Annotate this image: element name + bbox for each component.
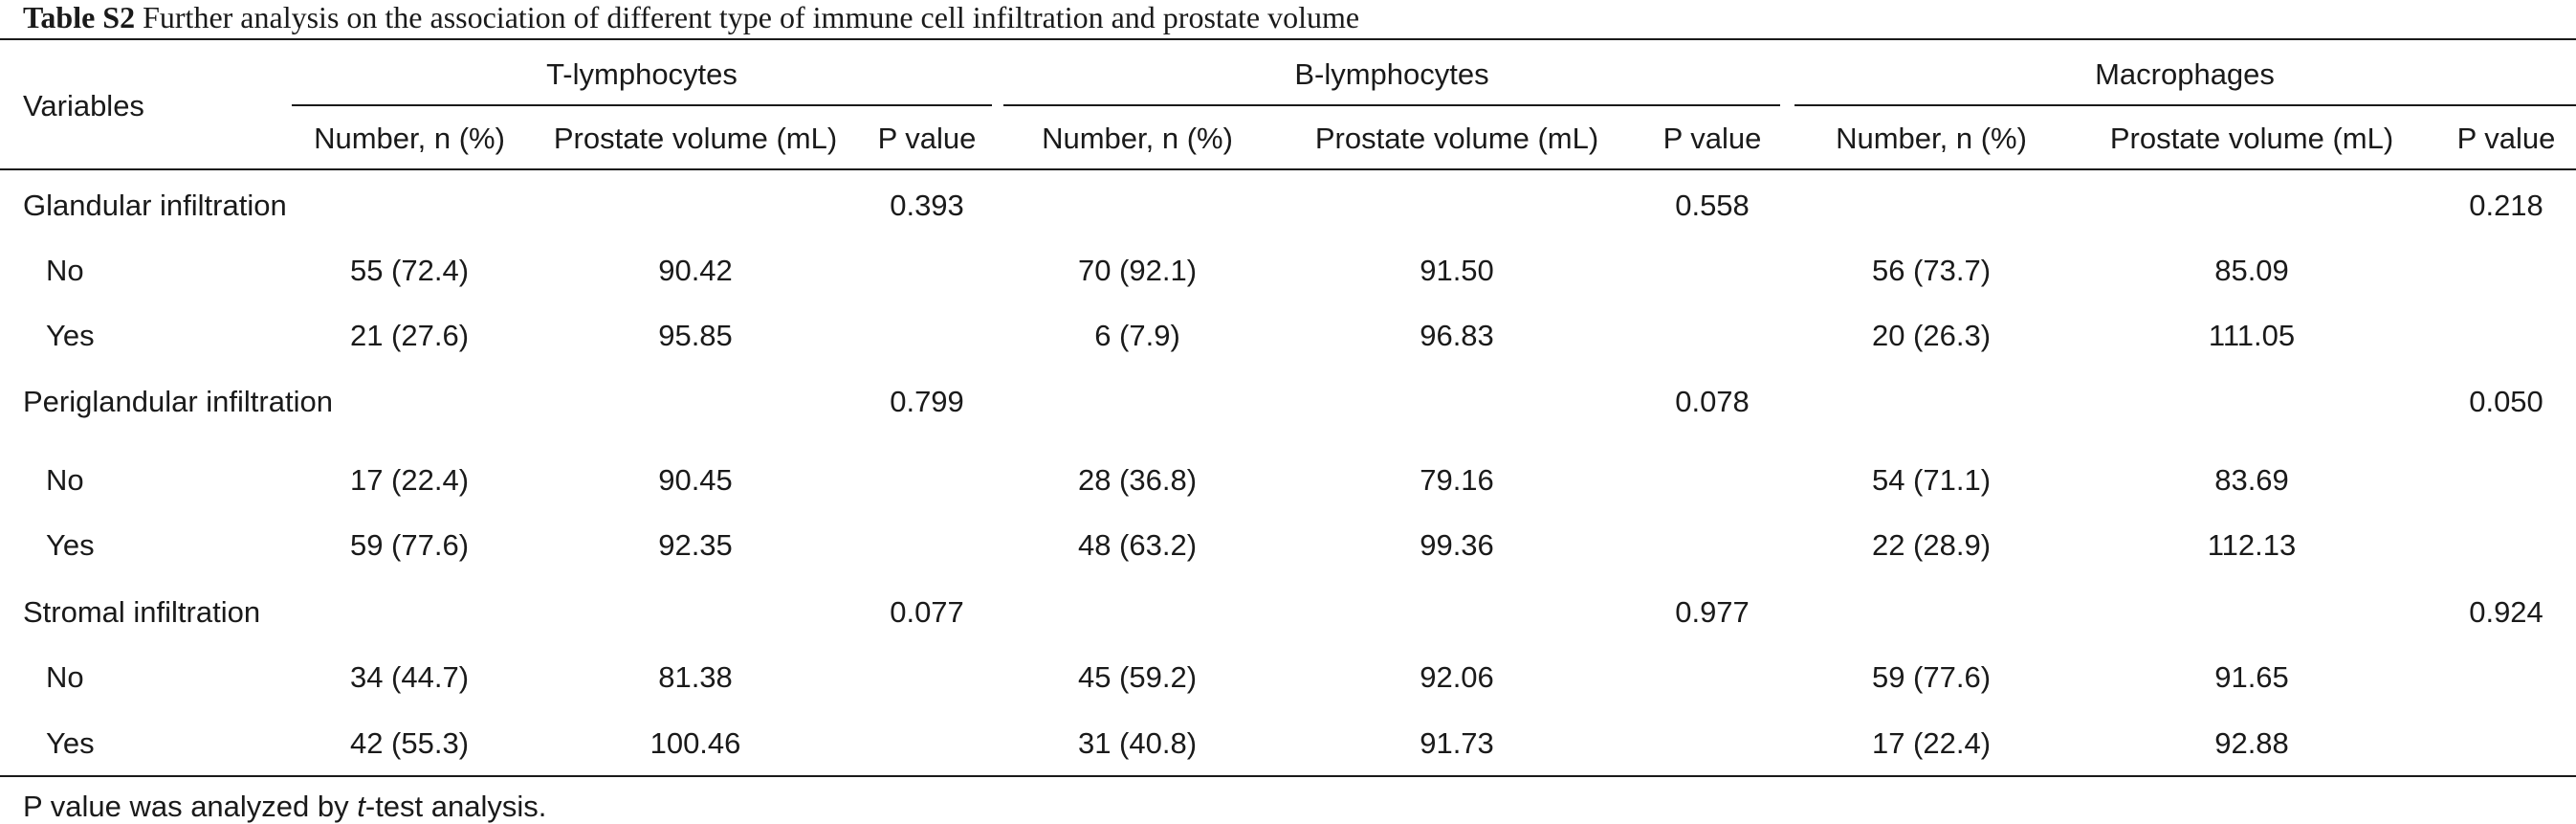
header-group-t-lymphocytes: T-lymphocytes [546, 57, 738, 91]
cell-volume-m: 111.05 [2208, 319, 2296, 352]
table-footnote: P value was analyzed by t-test analysis. [23, 788, 546, 824]
cell-number-t: 34 (44.7) [349, 660, 470, 694]
top-rule [0, 38, 2576, 40]
cell-number-m: 20 (26.3) [1871, 319, 1992, 352]
header-volume-m: Prostate volume (mL) [2109, 122, 2394, 155]
p-value-m: 0.050 [2469, 385, 2543, 418]
p-value-m: 0.924 [2469, 595, 2543, 629]
cell-volume-m: 112.13 [2207, 528, 2297, 562]
cell-volume-b: 96.83 [1420, 319, 1494, 352]
cell-number-b: 48 (63.2) [1077, 528, 1198, 562]
cell-number-b: 28 (36.8) [1077, 463, 1198, 497]
p-value-t: 0.077 [890, 595, 964, 629]
header-p-t: P value [877, 122, 977, 155]
cell-volume-t: 90.45 [658, 463, 733, 497]
cell-volume-m: 83.69 [2214, 463, 2289, 497]
header-number-t: Number, n (%) [314, 122, 505, 155]
table-caption: Table S2 Further analysis on the associa… [23, 0, 1359, 38]
p-value-t: 0.799 [890, 385, 964, 418]
cell-number-t: 55 (72.4) [349, 254, 470, 287]
p-value-m: 0.218 [2469, 189, 2543, 222]
header-bottom-rule [0, 168, 2576, 170]
table-caption-text: Further analysis on the association of d… [143, 0, 1360, 34]
header-number-m: Number, n (%) [1836, 122, 2027, 155]
row-label: No [46, 660, 84, 694]
footnote-text-after: -test analysis. [364, 790, 547, 823]
p-value-b: 0.977 [1675, 595, 1750, 629]
section-label: Glandular infiltration [23, 189, 287, 222]
row-label: Yes [46, 319, 95, 352]
p-value-b: 0.078 [1675, 385, 1750, 418]
cell-number-t: 17 (22.4) [349, 463, 470, 497]
footnote-text-before: P value was analyzed by [23, 790, 358, 823]
header-volume-b: Prostate volume (mL) [1314, 122, 1599, 155]
cell-volume-b: 91.73 [1420, 726, 1494, 760]
cell-volume-b: 92.06 [1420, 660, 1494, 694]
table-caption-label: Table S2 [23, 0, 136, 34]
cell-volume-t: 90.42 [658, 254, 733, 287]
row-label: No [46, 254, 84, 287]
cell-number-m: 54 (71.1) [1871, 463, 1992, 497]
cell-volume-b: 79.16 [1420, 463, 1494, 497]
cell-number-b: 45 (59.2) [1077, 660, 1198, 694]
group-rule-b [1003, 104, 1780, 106]
header-p-b: P value [1662, 122, 1762, 155]
cell-volume-t: 100.46 [650, 726, 741, 760]
bottom-rule [0, 775, 2576, 777]
cell-number-m: 59 (77.6) [1871, 660, 1992, 694]
header-group-macrophages: Macrophages [2095, 57, 2275, 91]
header-group-b-lymphocytes: B-lymphocytes [1294, 57, 1489, 91]
row-label: Yes [46, 726, 95, 760]
cell-number-t: 21 (27.6) [349, 319, 470, 352]
cell-number-b: 70 (92.1) [1077, 254, 1198, 287]
header-number-b: Number, n (%) [1042, 122, 1233, 155]
cell-number-m: 22 (28.9) [1871, 528, 1992, 562]
cell-number-t: 59 (77.6) [349, 528, 470, 562]
cell-volume-m: 91.65 [2214, 660, 2289, 694]
section-label: Periglandular infiltration [23, 385, 333, 418]
header-p-m: P value [2456, 122, 2556, 155]
row-label: No [46, 463, 84, 497]
section-label: Stromal infiltration [23, 595, 261, 629]
cell-volume-m: 92.88 [2214, 726, 2289, 760]
cell-volume-m: 85.09 [2214, 254, 2289, 287]
footnote-italic-t: t [357, 790, 365, 823]
p-value-b: 0.558 [1675, 189, 1750, 222]
cell-volume-t: 81.38 [658, 660, 733, 694]
cell-volume-b: 91.50 [1420, 254, 1494, 287]
row-label: Yes [46, 528, 95, 562]
cell-volume-t: 95.85 [658, 319, 733, 352]
cell-number-m: 56 (73.7) [1871, 254, 1992, 287]
p-value-t: 0.393 [890, 189, 964, 222]
header-variables: Variables [23, 89, 144, 122]
cell-number-b: 6 (7.9) [1094, 319, 1180, 352]
group-rule-t [292, 104, 992, 106]
header-volume-t: Prostate volume (mL) [553, 122, 838, 155]
cell-volume-b: 99.36 [1420, 528, 1494, 562]
cell-number-t: 42 (55.3) [349, 726, 470, 760]
group-rule-m [1794, 104, 2576, 106]
cell-number-m: 17 (22.4) [1871, 726, 1992, 760]
cell-number-b: 31 (40.8) [1077, 726, 1198, 760]
cell-volume-t: 92.35 [658, 528, 733, 562]
